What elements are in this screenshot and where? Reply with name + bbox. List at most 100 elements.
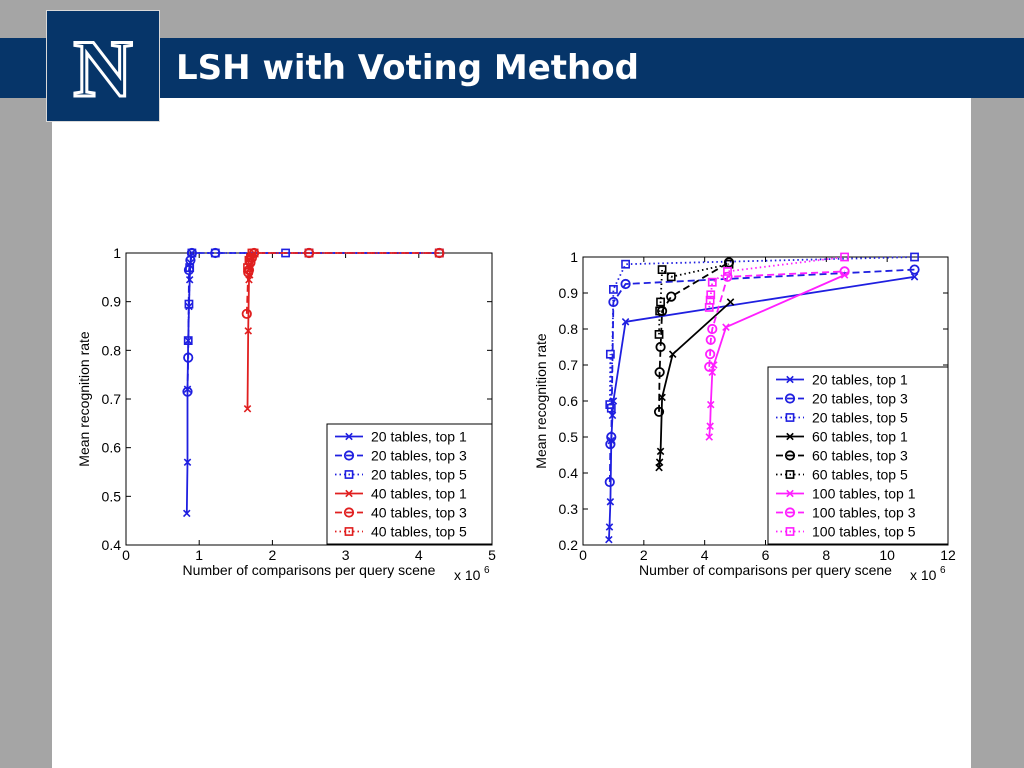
legend-marker <box>785 527 795 536</box>
legend-label: 60 tables, top 5 <box>812 467 908 483</box>
legend-marker <box>784 507 796 518</box>
data-point <box>909 264 920 275</box>
data-point <box>655 341 666 353</box>
legend-marker <box>345 432 353 441</box>
x-tick-label: 6 <box>762 547 770 563</box>
series-line <box>608 256 915 409</box>
data-point <box>705 433 713 441</box>
data-point <box>606 431 617 443</box>
y-tick-label: 0.2 <box>559 537 579 553</box>
series-7 <box>705 271 849 441</box>
data-point <box>249 248 259 258</box>
data-point <box>604 476 615 488</box>
data-point <box>609 284 618 294</box>
series-line <box>246 252 440 268</box>
data-point <box>668 350 677 358</box>
data-point <box>722 323 730 331</box>
y-tick-label: 0.4 <box>559 465 579 481</box>
series-line <box>708 256 845 308</box>
legend-label: 100 tables, top 5 <box>812 524 916 540</box>
legend-marker <box>344 527 354 536</box>
legend-box <box>326 423 493 545</box>
logo-letter: N <box>73 23 132 114</box>
x-tick-label: 4 <box>415 547 423 563</box>
legend: 20 tables, top 1 20 tables, top 3 20 table… <box>326 423 493 545</box>
data-point <box>656 297 665 307</box>
legend-marker <box>786 375 794 384</box>
x-tick-label: 10 <box>879 547 895 563</box>
legend-label: 20 tables, top 1 <box>371 429 467 445</box>
series-2 <box>604 264 920 488</box>
legend-label: 60 tables, top 3 <box>812 448 908 464</box>
data-point <box>654 367 665 378</box>
legend-marker <box>784 393 796 404</box>
data-point <box>910 252 919 262</box>
x-axis-label: Number of comparisons per query scene <box>183 562 436 578</box>
data-point <box>666 291 677 302</box>
legend-label: 40 tables, top 5 <box>371 524 467 540</box>
data-point <box>183 336 193 345</box>
y-tick-label: 0.9 <box>559 285 579 301</box>
y-tick-label: 0.5 <box>559 429 579 445</box>
series-9 <box>704 252 849 312</box>
data-point <box>185 263 195 272</box>
legend-marker <box>785 413 795 422</box>
data-point <box>241 308 252 319</box>
x-tick-label: 2 <box>640 547 648 563</box>
legend-label: 20 tables, top 5 <box>371 467 467 483</box>
data-point <box>705 334 716 345</box>
data-point <box>726 298 735 306</box>
y-tick-label: 1 <box>113 245 121 261</box>
data-point <box>605 535 613 544</box>
data-point <box>210 248 220 258</box>
data-point <box>707 323 718 335</box>
data-point <box>840 252 849 262</box>
y-axis-label: Mean recognition rate <box>533 333 549 469</box>
series-line <box>658 261 730 412</box>
y-tick-label: 0.4 <box>102 537 122 553</box>
x-axis-multiplier: x 10 <box>910 567 937 583</box>
data-point <box>839 266 850 277</box>
y-tick-label: 0.8 <box>102 342 122 358</box>
data-point <box>706 422 714 430</box>
legend-label: 100 tables, top 3 <box>812 505 916 521</box>
x-tick-label: 3 <box>342 547 350 563</box>
x-tick-label: 1 <box>195 547 203 563</box>
legend-label: 20 tables, top 3 <box>371 448 467 464</box>
data-point <box>434 248 444 258</box>
data-point <box>605 439 616 450</box>
y-tick-label: 0.7 <box>102 391 122 407</box>
x-tick-label: 8 <box>822 547 830 563</box>
legend-marker <box>785 470 795 479</box>
data-point <box>182 509 191 518</box>
series-8 <box>704 266 850 372</box>
legend-label: 40 tables, top 1 <box>371 486 467 502</box>
y-tick-label: 0.8 <box>559 321 579 337</box>
data-point <box>182 386 193 397</box>
legend-label: 20 tables, top 1 <box>812 372 908 388</box>
legend-label: 20 tables, top 5 <box>812 410 908 426</box>
x-tick-label: 12 <box>940 547 956 563</box>
series-6 <box>243 248 444 272</box>
data-point <box>621 318 630 326</box>
legend-marker <box>784 450 796 461</box>
y-tick-label: 0.3 <box>559 501 579 517</box>
data-point <box>706 400 715 409</box>
data-point <box>654 330 664 339</box>
y-tick-label: 0.5 <box>102 488 122 504</box>
y-axis-label: Mean recognition rate <box>76 331 92 467</box>
series-line <box>187 252 440 341</box>
data-point <box>653 406 665 417</box>
x-tick-label: 0 <box>579 547 587 563</box>
series-4 <box>655 298 735 472</box>
data-point <box>183 352 194 363</box>
data-point <box>304 248 314 258</box>
data-point <box>657 265 667 274</box>
data-point <box>707 277 717 287</box>
legend-label: 60 tables, top 1 <box>812 429 908 445</box>
x-axis-multiplier-exponent: 6 <box>940 565 946 576</box>
data-point <box>244 327 253 335</box>
legend: 20 tables, top 1 20 tables, top 3 20 table… <box>767 366 949 545</box>
data-point <box>243 404 252 413</box>
data-point <box>910 273 919 281</box>
